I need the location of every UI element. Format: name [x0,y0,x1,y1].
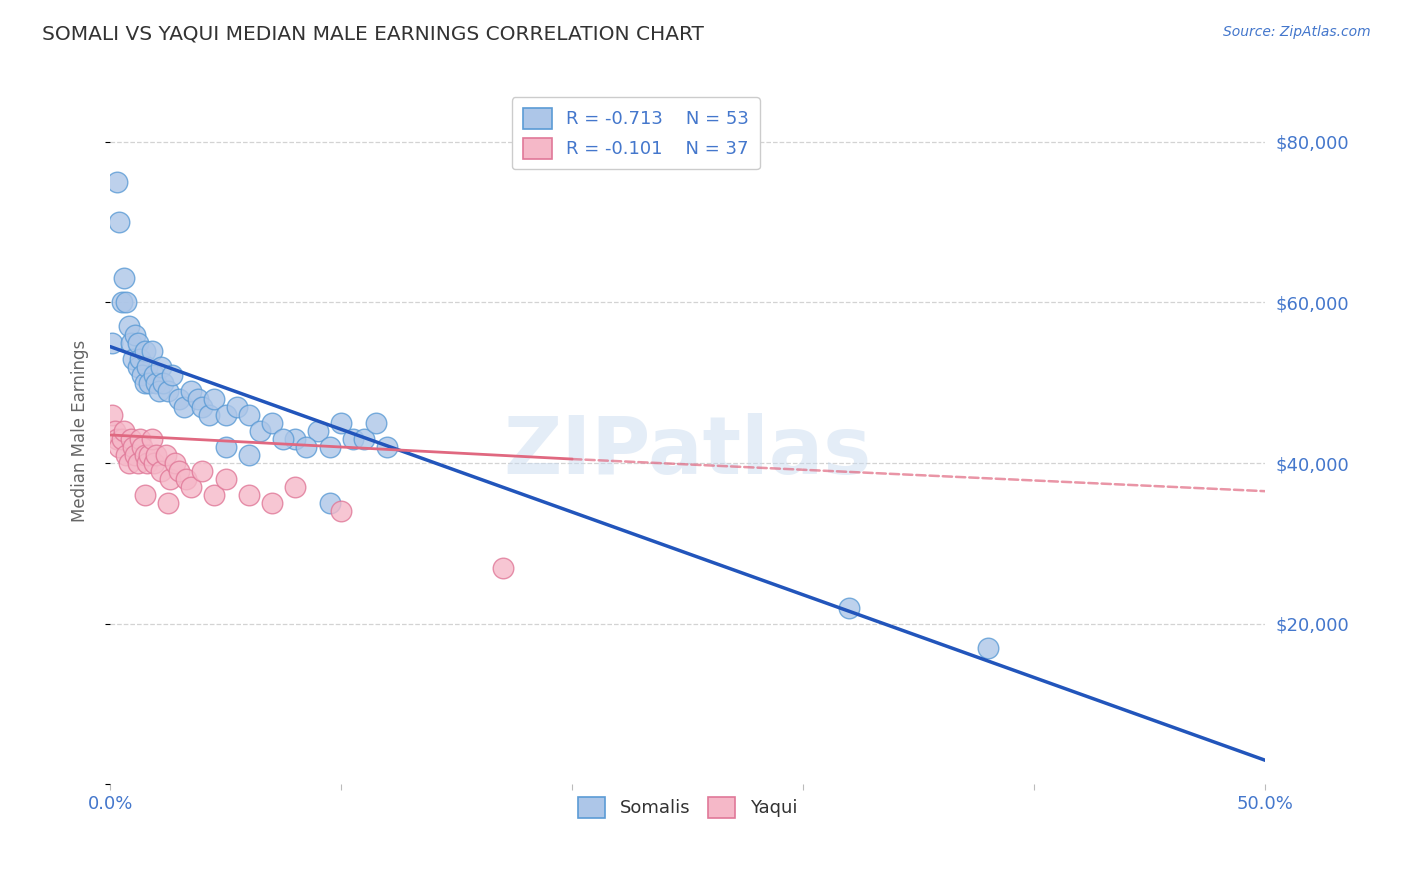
Point [162,368,184,382]
Point [127,359,149,374]
Point [977,640,1000,655]
Point [129,351,152,366]
Point [202,488,225,502]
Text: ZIPatlas: ZIPatlas [503,413,872,491]
Point [169,392,191,406]
Point [134,488,156,502]
Point [111,432,134,446]
Point [124,327,146,342]
Point [149,359,172,374]
Point [134,343,156,358]
Point [238,488,260,502]
Point [141,343,163,358]
Point [173,400,195,414]
Point [156,384,179,398]
Point [260,496,283,510]
Point [127,335,149,350]
Point [129,432,152,446]
Point [191,400,214,414]
Point [124,448,146,462]
Point [249,424,271,438]
Point [145,376,167,390]
Point [138,376,160,390]
Point [375,440,398,454]
Point [105,175,128,189]
Point [152,376,174,390]
Point [143,368,166,382]
Point [238,448,260,462]
Point [214,440,236,454]
Point [364,416,387,430]
Point [187,392,209,406]
Point [169,464,191,478]
Point [131,368,153,382]
Point [318,440,340,454]
Point [191,464,214,478]
Point [159,472,181,486]
Point [136,359,159,374]
Point [260,416,283,430]
Point [120,335,142,350]
Point [353,432,375,446]
Point [156,496,179,510]
Point [284,432,307,446]
Point [134,448,156,462]
Point [318,496,340,510]
Point [145,448,167,462]
Y-axis label: Median Male Earnings: Median Male Earnings [72,340,89,522]
Point [117,456,139,470]
Point [180,384,202,398]
Text: Source: ZipAtlas.com: Source: ZipAtlas.com [1223,25,1371,39]
Point [342,432,364,446]
Point [180,480,202,494]
Point [226,400,249,414]
Point [330,504,353,518]
Point [108,440,131,454]
Point [112,424,135,438]
Point [141,432,163,446]
Point [115,448,138,462]
Point [284,480,307,494]
Point [148,384,170,398]
Point [202,392,225,406]
Point [138,448,160,462]
Point [104,424,127,438]
Point [115,295,138,310]
Point [131,440,153,454]
Point [134,376,156,390]
Point [492,560,515,574]
Point [330,416,353,430]
Point [112,271,135,285]
Point [149,464,172,478]
Point [105,432,128,446]
Point [176,472,198,486]
Point [295,440,318,454]
Point [143,456,166,470]
Point [101,335,124,350]
Point [122,440,145,454]
Point [214,408,236,422]
Point [127,456,149,470]
Point [101,408,124,422]
Point [111,295,134,310]
Point [838,600,860,615]
Point [120,432,142,446]
Point [238,408,260,422]
Point [155,448,177,462]
Point [214,472,236,486]
Point [198,408,221,422]
Legend: Somalis, Yaqui: Somalis, Yaqui [571,789,804,825]
Point [136,456,159,470]
Point [307,424,329,438]
Point [122,351,145,366]
Point [108,215,131,229]
Text: SOMALI VS YAQUI MEDIAN MALE EARNINGS CORRELATION CHART: SOMALI VS YAQUI MEDIAN MALE EARNINGS COR… [42,25,704,44]
Point [117,319,139,334]
Point [273,432,295,446]
Point [163,456,186,470]
